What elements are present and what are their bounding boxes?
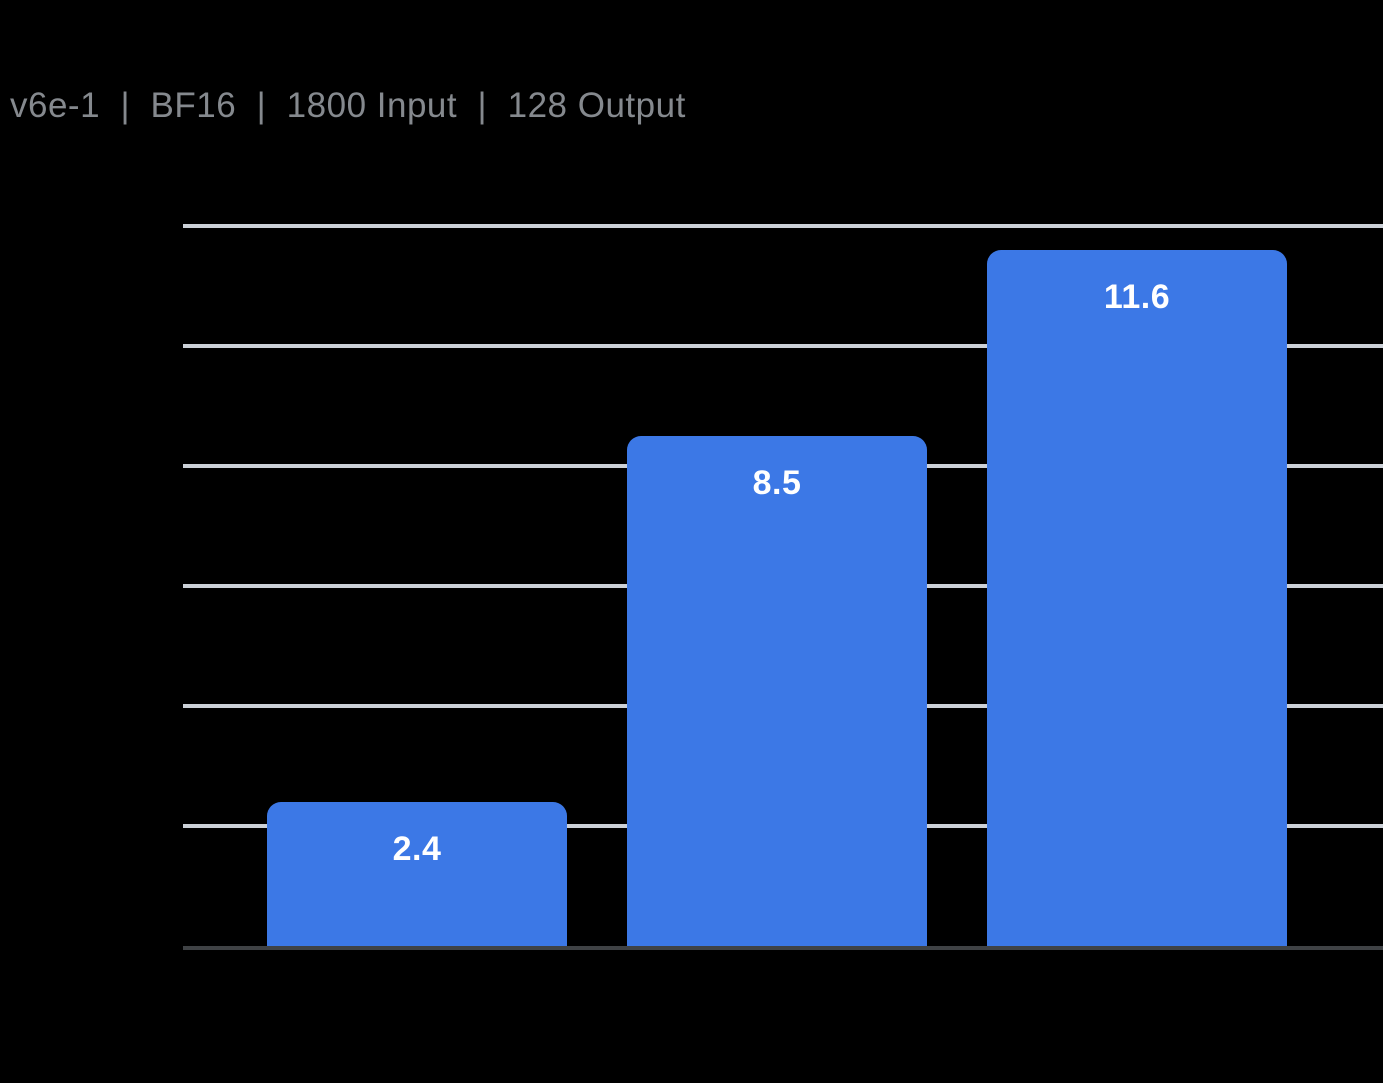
bar-3: 11.6 — [987, 250, 1287, 946]
bar-2: 8.5 — [627, 436, 927, 946]
chart-title: v6e-1 | BF16 | 1800 Input | 128 Output — [10, 86, 686, 125]
x-axis-line — [183, 946, 1383, 950]
bar-value-label: 11.6 — [1103, 278, 1171, 316]
gridline — [183, 344, 1383, 348]
gridline — [183, 224, 1383, 228]
bar-value-label: 8.5 — [752, 464, 802, 502]
bar-1: 2.4 — [267, 802, 567, 946]
plot-area: 2.4 8.5 11.6 — [183, 224, 1383, 950]
bar-value-label: 2.4 — [392, 830, 442, 868]
